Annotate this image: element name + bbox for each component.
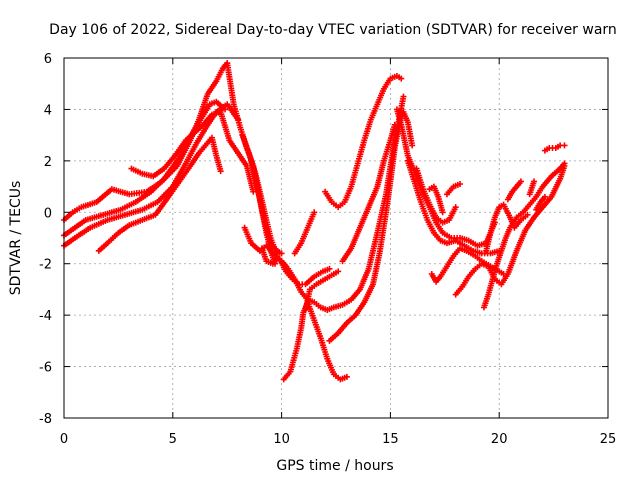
axis-ticks: 0 5 10 15 20 25 -8 -6 -4 -2 0 2 4 6	[39, 52, 616, 447]
data-point	[561, 142, 568, 149]
data-point	[457, 181, 464, 187]
data-series-29	[533, 193, 548, 213]
data-series-3	[61, 101, 242, 249]
data-point	[326, 265, 333, 272]
data-series-22	[443, 181, 464, 198]
data-series-14	[302, 268, 342, 313]
data-series-10	[241, 224, 333, 288]
data-series-4	[95, 134, 224, 254]
data-point	[517, 178, 524, 185]
grid	[64, 58, 608, 418]
data-series-20	[413, 165, 459, 226]
data-series-5	[128, 109, 257, 195]
plot-frame	[63, 57, 609, 419]
data-series-8	[248, 157, 285, 257]
data-series-26	[483, 201, 531, 254]
data-series-13	[280, 299, 350, 383]
data-point	[217, 168, 224, 175]
x-tick-label: 5	[169, 432, 177, 447]
data-point	[524, 211, 531, 218]
data-series-30	[541, 142, 568, 154]
data-point	[561, 160, 568, 167]
data-series-11	[291, 209, 318, 257]
x-axis-label: GPS time / hours	[276, 458, 393, 474]
data-point	[391, 121, 398, 128]
y-tick-label: 2	[44, 155, 52, 170]
data-point	[400, 93, 407, 100]
data-series-17	[322, 73, 405, 211]
data-series-28	[526, 178, 538, 198]
x-tick-label: 10	[273, 432, 290, 447]
data-point	[335, 268, 342, 275]
y-tick-label: 0	[44, 206, 52, 221]
x-tick-label: 25	[600, 432, 617, 447]
y-tick-label: -6	[39, 361, 52, 376]
data-point	[409, 142, 416, 149]
data-series-25	[480, 160, 568, 311]
data-point	[439, 209, 446, 216]
data-point	[541, 193, 548, 200]
x-tick-label: 20	[491, 432, 508, 447]
data-series-19	[404, 157, 503, 257]
data-point	[278, 250, 285, 257]
y-tick-label: -8	[39, 412, 52, 427]
data-point	[343, 373, 350, 380]
data-marks	[61, 60, 568, 383]
x-tick-label: 0	[60, 432, 68, 447]
data-point	[452, 204, 459, 211]
data-series-27	[504, 178, 524, 203]
data-point	[398, 75, 405, 82]
y-axis-label: SDTVAR / TECUs	[8, 181, 24, 296]
y-tick-label: -2	[39, 258, 52, 273]
y-tick-label: 6	[44, 52, 52, 67]
y-tick-label: -4	[39, 309, 52, 324]
data-series-21	[426, 183, 446, 216]
x-tick-label: 15	[382, 432, 399, 447]
data-series-16	[339, 121, 398, 265]
data-point	[311, 209, 318, 216]
chart-title: Day 106 of 2022, Sidereal Day-to-day VTE…	[49, 22, 617, 38]
y-tick-label: 4	[44, 103, 52, 118]
data-series-15	[326, 109, 416, 344]
data-point	[531, 178, 538, 185]
